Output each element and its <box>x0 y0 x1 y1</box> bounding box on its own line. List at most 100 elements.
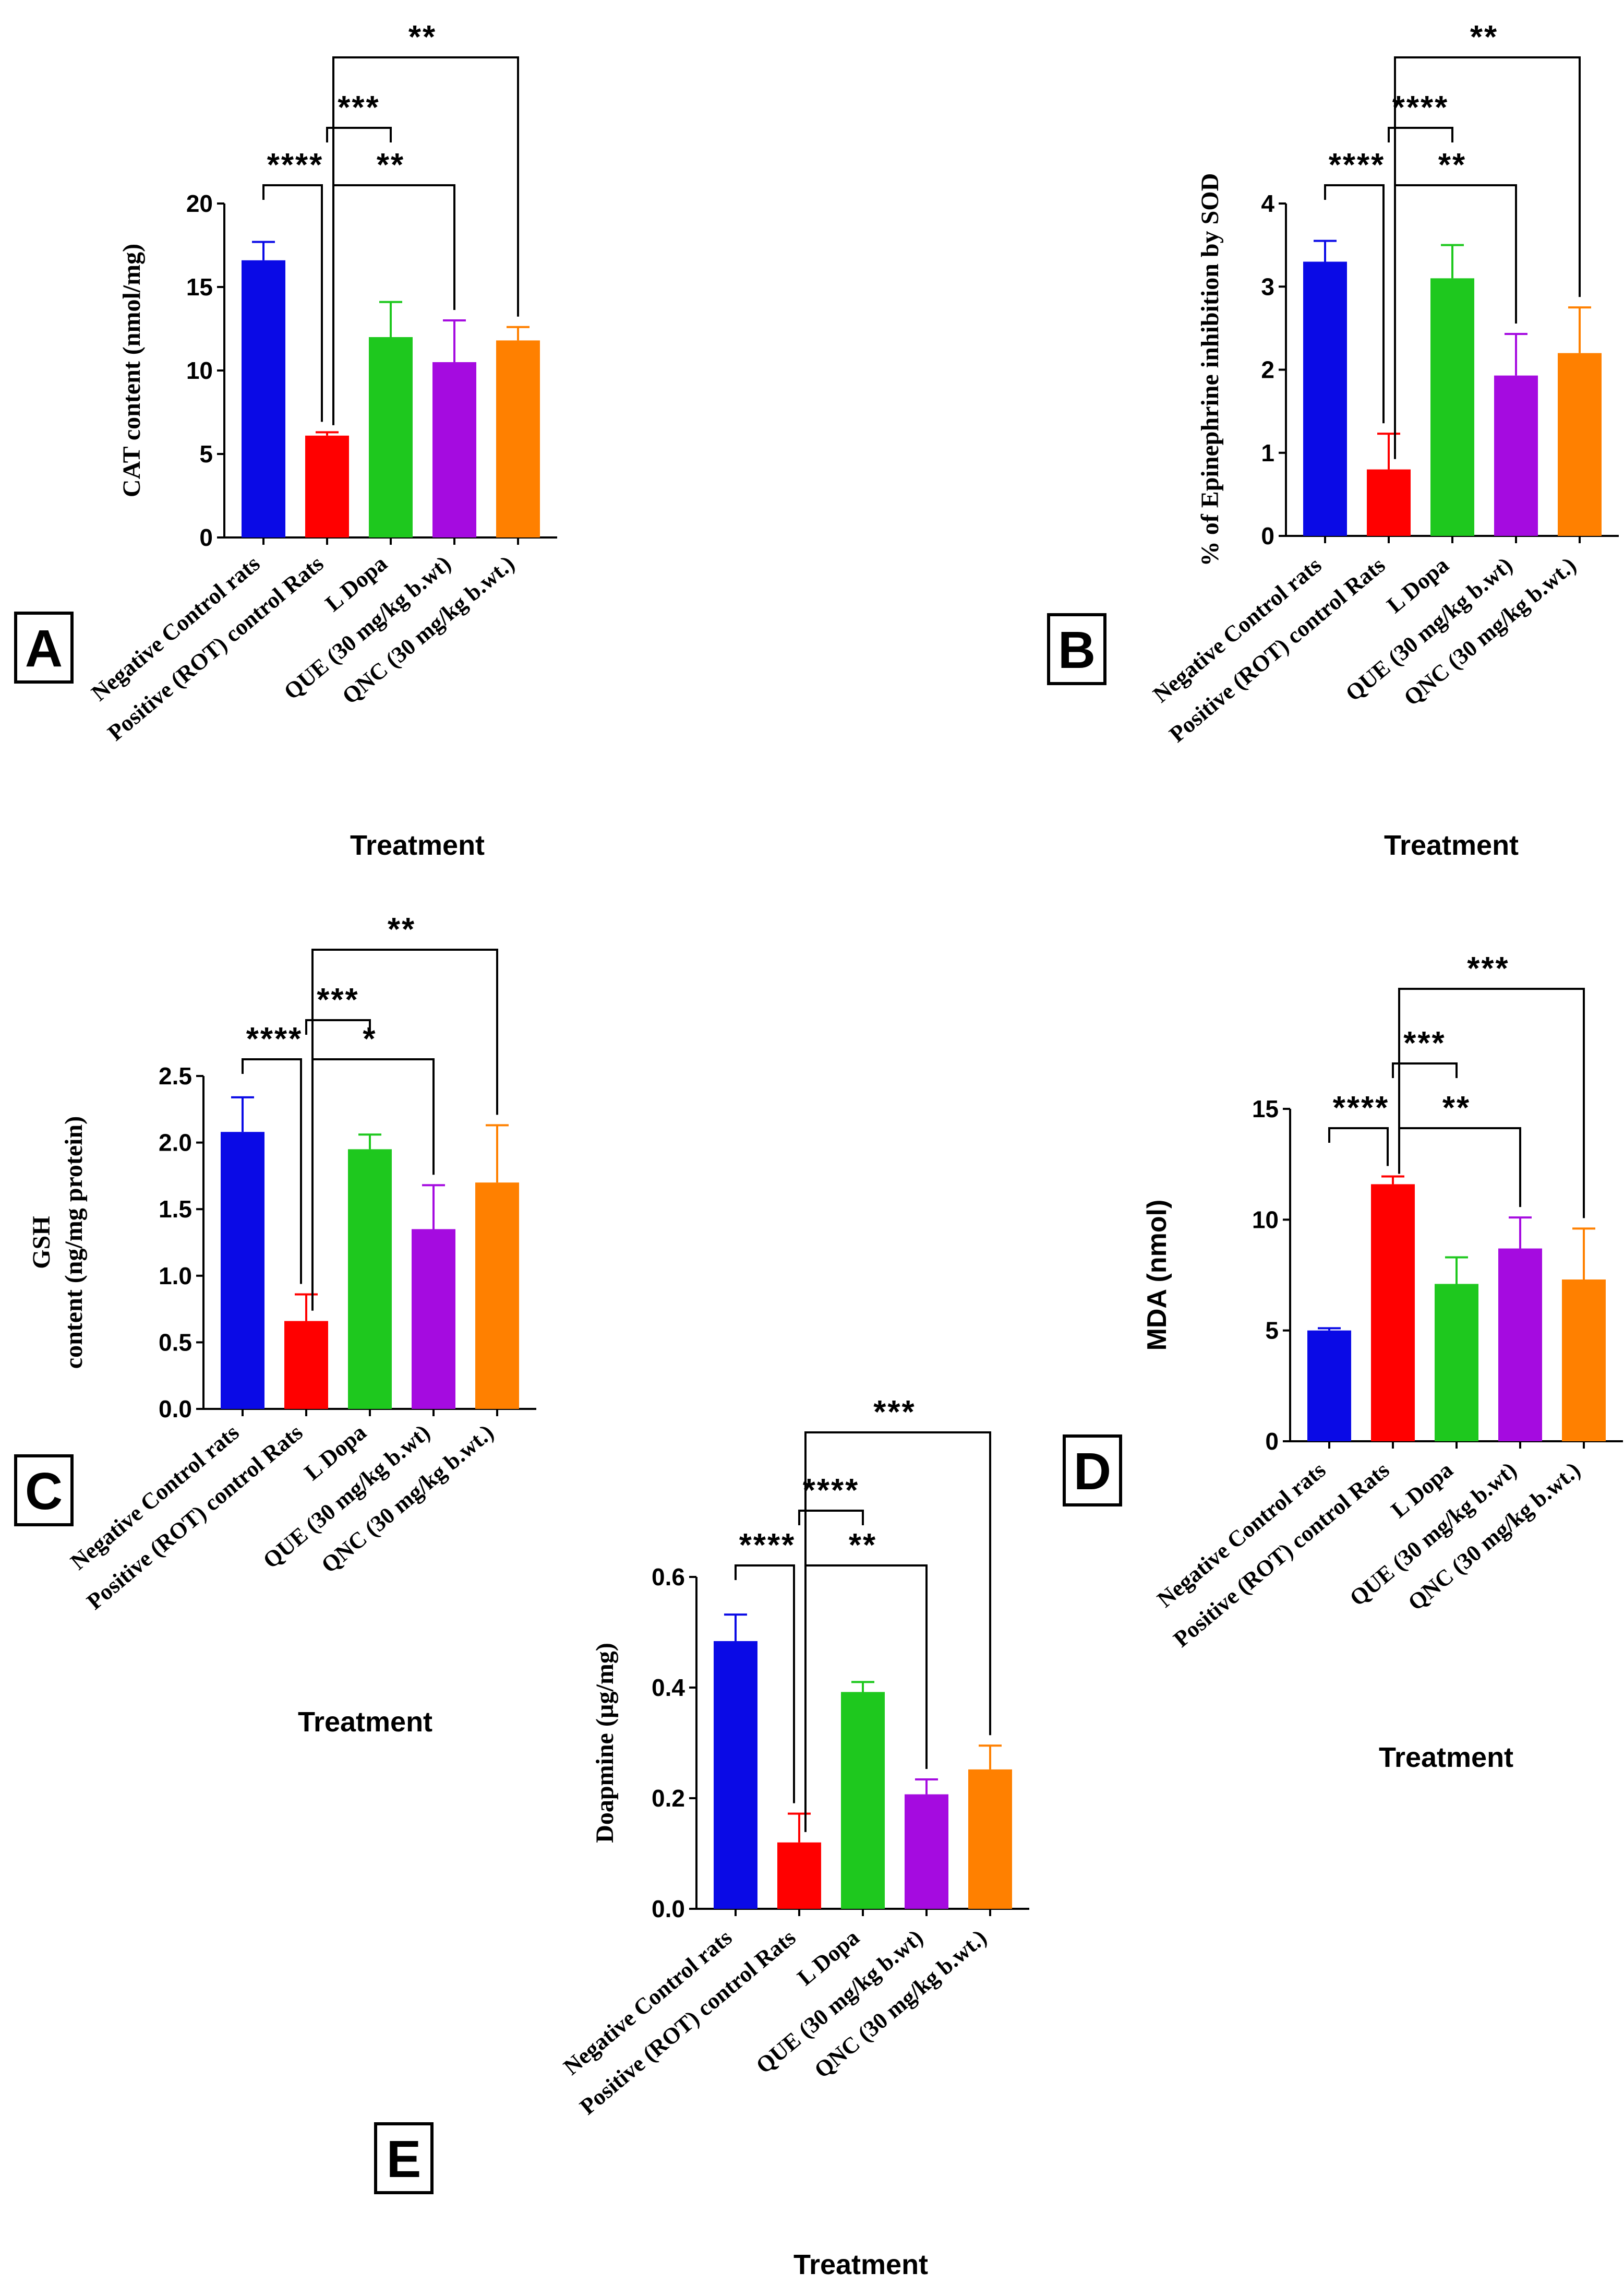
y-tick-label: 10 <box>186 357 213 384</box>
x-axis-title: Treatment <box>350 830 485 861</box>
significance-bracket <box>798 1510 864 1525</box>
significance-label: *** <box>317 982 359 1018</box>
y-axis-title: MDA (nmol) <box>1142 1200 1172 1351</box>
y-axis-title: GSH <box>28 1216 55 1269</box>
significance-bracket <box>735 1564 795 1803</box>
significance-label: **** <box>1333 1090 1390 1126</box>
significance-label: *** <box>873 1394 916 1430</box>
y-tick-label: 10 <box>1252 1206 1279 1233</box>
bar <box>841 1692 885 1909</box>
significance-label: ** <box>377 147 405 183</box>
y-tick-label: 0.4 <box>652 1674 685 1701</box>
bar <box>284 1321 328 1409</box>
panel-letter: A <box>25 619 63 678</box>
significance-label: *** <box>1467 951 1509 987</box>
bar <box>475 1182 519 1409</box>
significance-bracket <box>1392 1062 1458 1078</box>
y-tick-label: 5 <box>1265 1317 1279 1344</box>
x-axis-title: Treatment <box>1384 830 1519 861</box>
y-tick-label: 0 <box>1265 1428 1279 1455</box>
significance-bracket <box>1398 1127 1521 1207</box>
panel-letter: D <box>1074 1442 1111 1501</box>
significance-label: *** <box>338 90 380 126</box>
bar <box>1498 1248 1542 1441</box>
bar <box>714 1641 757 1909</box>
significance-label: ** <box>408 19 437 55</box>
significance-bracket <box>332 56 519 425</box>
bar <box>1367 469 1411 536</box>
bar <box>905 1794 948 1909</box>
significance-label: **** <box>803 1473 860 1509</box>
significance-bracket <box>326 127 392 142</box>
significance-label: ** <box>1442 1090 1471 1126</box>
bar <box>968 1769 1012 1909</box>
bar <box>412 1229 455 1409</box>
bar <box>221 1132 264 1409</box>
significance-label: ** <box>1438 147 1466 183</box>
significance-label: ** <box>849 1527 877 1563</box>
significance-label: **** <box>1392 90 1449 126</box>
significance-bracket <box>804 1431 991 1832</box>
y-tick-label: 0 <box>1261 522 1274 549</box>
y-tick-label: 0.5 <box>159 1329 192 1356</box>
y-axis-title-line2: content (ng/mg protein) <box>60 1116 88 1369</box>
significance-bracket <box>1398 988 1585 1218</box>
y-tick-label: 2 <box>1261 356 1274 384</box>
bar <box>369 337 413 537</box>
significance-label: **** <box>246 1021 303 1057</box>
panel-letter-box <box>1063 1434 1122 1506</box>
bar <box>305 435 349 537</box>
y-tick-label: 0.0 <box>652 1895 685 1922</box>
significance-bracket <box>1328 1127 1389 1166</box>
significance-bracket <box>1394 56 1581 459</box>
significance-label: *** <box>1403 1025 1446 1061</box>
panel-letter: E <box>387 2130 422 2189</box>
bar <box>348 1149 392 1409</box>
x-axis-title: Treatment <box>793 2249 928 2280</box>
bar <box>1558 353 1602 536</box>
y-tick-label: 4 <box>1261 190 1274 217</box>
y-tick-label: 2.5 <box>159 1062 192 1090</box>
significance-label: **** <box>267 147 324 183</box>
significance-bracket <box>311 949 498 1311</box>
y-axis-title: Doapmine (µg/mg) <box>591 1643 619 1843</box>
significance-label: ** <box>1470 19 1498 55</box>
panel-letter: C <box>25 1462 63 1521</box>
significance-bracket <box>262 184 323 422</box>
y-tick-label: 5 <box>199 440 213 468</box>
y-tick-label: 2.0 <box>159 1129 192 1156</box>
significance-label: **** <box>739 1527 796 1563</box>
bar <box>432 362 476 537</box>
significance-bracket <box>1324 184 1385 424</box>
panel-letter-box <box>14 1454 74 1526</box>
y-tick-label: 0.0 <box>159 1395 192 1422</box>
x-axis-title: Treatment <box>1379 1742 1513 1773</box>
bar <box>777 1842 821 1909</box>
y-tick-label: 0.6 <box>652 1563 685 1591</box>
bar <box>1435 1284 1478 1441</box>
y-tick-label: 0 <box>199 524 213 551</box>
panel-letter: B <box>1058 621 1096 679</box>
significance-bracket <box>305 1019 371 1035</box>
x-axis-title: Treatment <box>298 1706 432 1738</box>
bar <box>242 260 285 537</box>
y-tick-label: 0.2 <box>652 1785 685 1812</box>
significance-label: ** <box>388 912 416 948</box>
y-tick-label: 1.5 <box>159 1195 192 1223</box>
y-tick-label: 1.0 <box>159 1262 192 1289</box>
significance-bracket <box>242 1058 302 1284</box>
y-tick-label: 3 <box>1261 273 1274 300</box>
panel-letter-box <box>374 2122 434 2194</box>
bar <box>1307 1330 1351 1441</box>
y-tick-label: 15 <box>1252 1095 1279 1122</box>
bar <box>1562 1279 1606 1441</box>
panel-letter-box <box>1047 613 1106 685</box>
significance-label: **** <box>1329 147 1386 183</box>
y-tick-label: 1 <box>1261 439 1274 467</box>
